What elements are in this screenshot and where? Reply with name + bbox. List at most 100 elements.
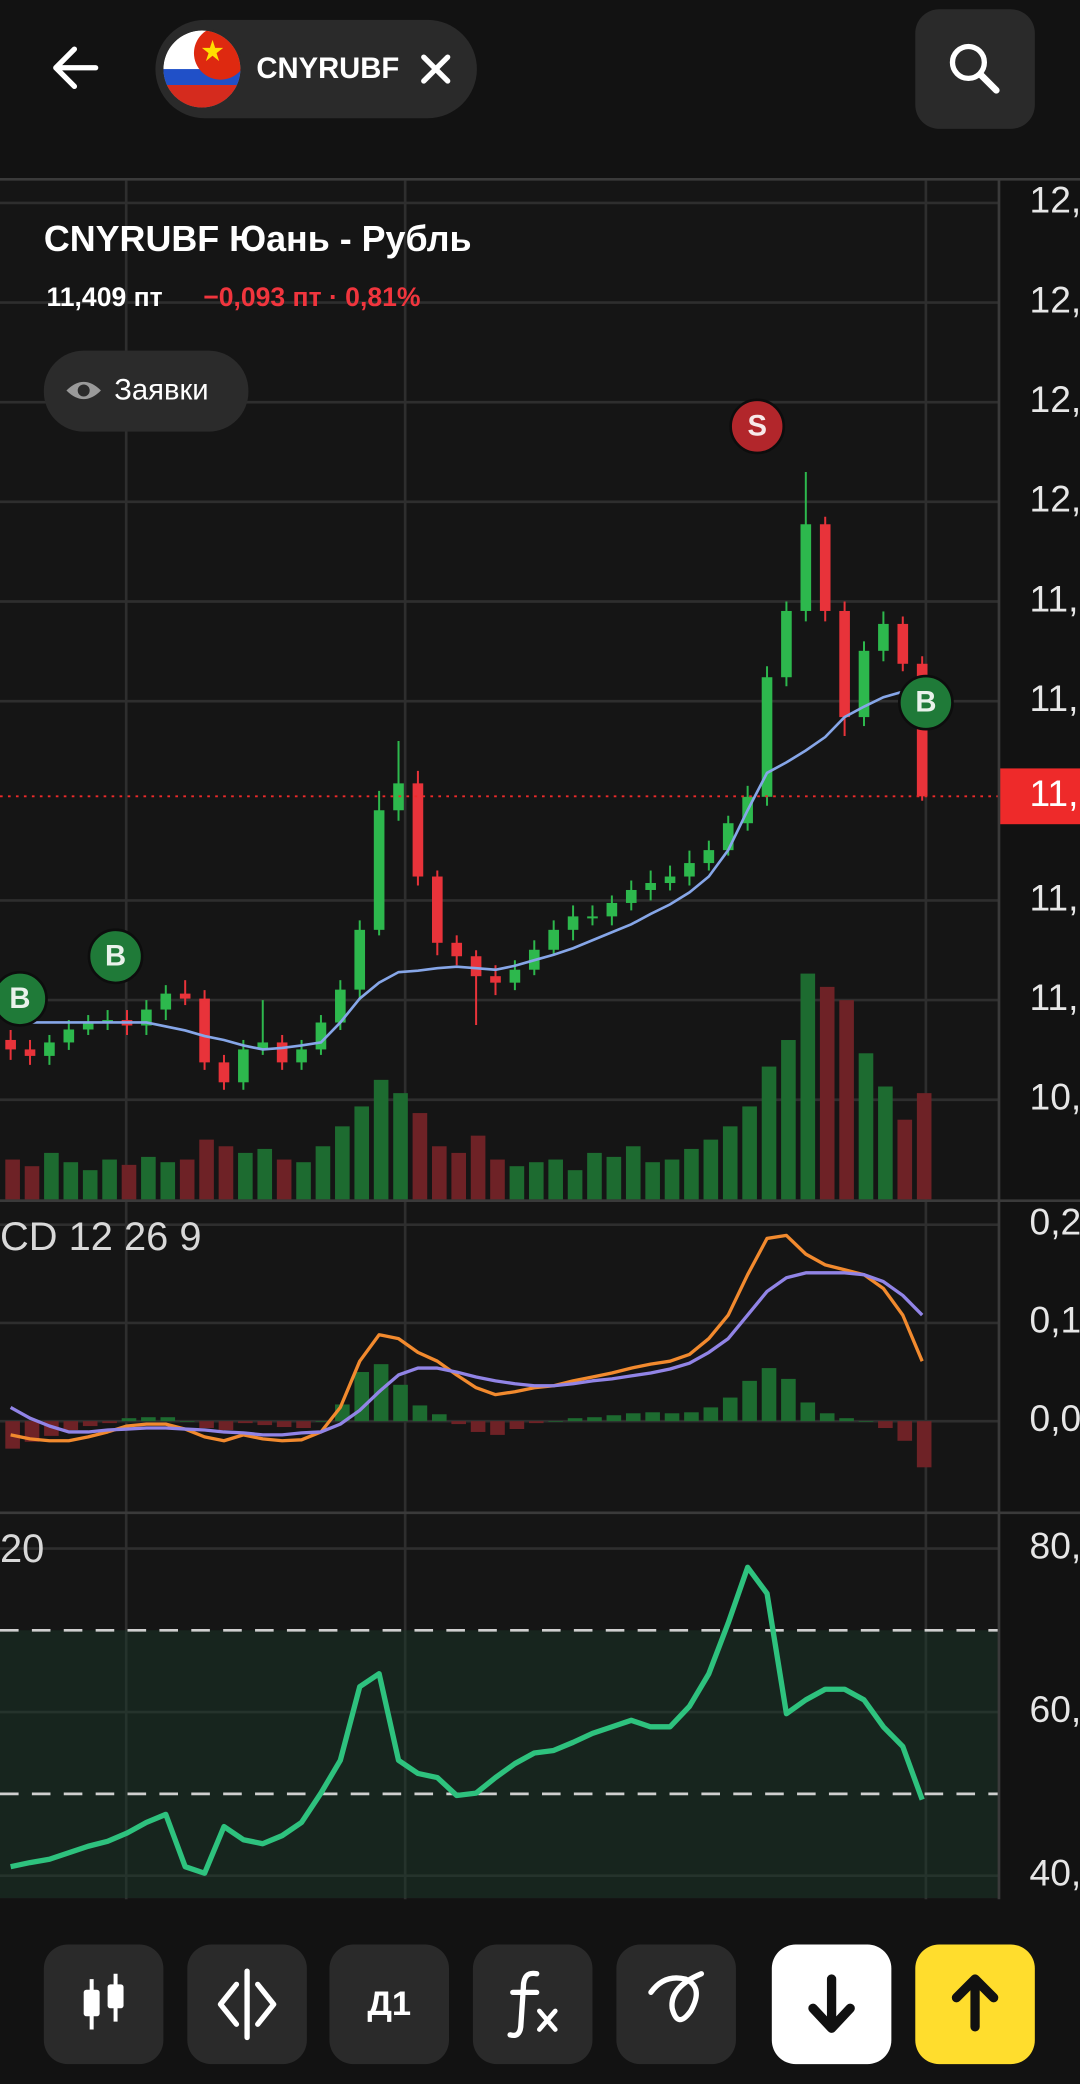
candle-body	[897, 623, 909, 664]
last-price-label: 11,	[1030, 772, 1079, 814]
volume-bar	[858, 1053, 874, 1200]
trade-marker	[898, 674, 954, 731]
volume-bar	[354, 1106, 370, 1200]
y-tick-label: 0,2	[1030, 1200, 1080, 1242]
volume-bar	[490, 1159, 505, 1200]
volume-bar	[276, 1159, 292, 1200]
volume-bar	[218, 1146, 234, 1200]
histogram-bar	[528, 1421, 544, 1424]
price: 11,409 пт	[46, 282, 162, 312]
candle-body	[587, 916, 598, 919]
candle-body	[218, 1062, 230, 1083]
candle-body	[24, 1049, 36, 1056]
volume-bar	[664, 1159, 680, 1200]
volume-bar	[451, 1152, 467, 1200]
fx-icon	[507, 1970, 540, 2039]
volume-bar	[800, 973, 816, 1200]
orders-button[interactable]	[43, 350, 249, 432]
histogram-bar	[238, 1421, 253, 1424]
trade-marker-label: B	[105, 940, 126, 972]
histogram-bar	[470, 1421, 486, 1432]
histogram-bar	[567, 1418, 583, 1422]
candle-body	[257, 1042, 269, 1050]
histogram-bar	[839, 1418, 854, 1422]
header: CNYRUBF	[53, 9, 1035, 129]
volume-bar	[781, 1040, 796, 1200]
y-tick-label: 11,	[1030, 677, 1079, 719]
volume-bar	[548, 1159, 563, 1200]
histogram-bar	[315, 1421, 331, 1422]
histogram-bar	[742, 1380, 757, 1422]
histogram-bar	[412, 1405, 428, 1422]
volume-bar	[897, 1119, 913, 1200]
candle-body	[160, 993, 172, 1010]
volume-bar	[839, 1000, 854, 1200]
drawing-button[interactable]	[616, 1944, 736, 2065]
histogram-bar	[160, 1417, 176, 1422]
toolbar: Д1	[0, 1899, 1080, 2084]
candle-body	[44, 1042, 55, 1056]
orders-label: Заявки	[114, 375, 208, 407]
indicator-line	[10, 1564, 925, 1876]
trade-marker-label: B	[9, 983, 30, 1015]
volume-bar	[819, 986, 835, 1200]
histogram-bar	[819, 1413, 835, 1422]
candles-icon	[83, 1973, 124, 2030]
histogram-bar	[761, 1368, 777, 1422]
volume-bar	[742, 1106, 757, 1200]
candle-body	[276, 1042, 288, 1063]
chart-type-button[interactable]	[43, 1944, 164, 2065]
axis: 12, 12, 12, 12, 11, 11, 11, 11, 10, 11, B B S B 0,2 0,1…	[0, 179, 1080, 1893]
ticker-chip[interactable]	[155, 19, 477, 119]
candle-body	[490, 976, 501, 983]
flag-icon	[163, 30, 241, 108]
histogram-bar	[800, 1402, 816, 1422]
candle-body	[781, 610, 792, 678]
histogram-bar	[24, 1421, 40, 1442]
histogram-bar	[684, 1412, 699, 1422]
trade-marker	[0, 970, 48, 1027]
volume-bar	[373, 1079, 389, 1200]
plot	[0, 471, 999, 1899]
candle-body	[199, 998, 210, 1063]
volume-bar	[878, 1086, 893, 1200]
search-button[interactable]	[915, 9, 1035, 129]
candle-body	[315, 1022, 327, 1050]
timeframe-button[interactable]	[329, 1944, 450, 2065]
back-button[interactable]	[53, 46, 99, 89]
candle-body	[63, 1029, 75, 1043]
volume-bar	[160, 1162, 176, 1200]
indicators-button[interactable]	[472, 1944, 593, 2065]
indicator-line	[9, 1271, 924, 1437]
y-tick-label: 60,	[1030, 1688, 1080, 1730]
instrument-info: CNYRUBF Юань - Рубль 11,409 пт −0,093 пт…	[43, 219, 472, 432]
histogram-bar	[141, 1417, 156, 1422]
candle-body	[567, 916, 579, 930]
volume-bar	[179, 1159, 195, 1200]
histogram-bar	[664, 1413, 680, 1422]
volume-bar	[63, 1162, 79, 1200]
candle-body	[412, 783, 424, 877]
volume-bar	[761, 1066, 777, 1200]
histogram-bar	[102, 1421, 117, 1424]
instrument-title: CNYRUBF Юань - Рубль	[44, 219, 472, 259]
volume-bar	[141, 1156, 156, 1200]
volume-bar	[645, 1162, 660, 1200]
moving-average	[10, 690, 923, 1051]
candle-body	[548, 929, 559, 950]
volume-bar	[722, 1126, 738, 1200]
indicator-title: 20	[0, 1527, 44, 1571]
histogram-bar	[296, 1421, 311, 1429]
candle-body	[858, 650, 870, 718]
histogram-bar	[373, 1364, 389, 1422]
volume-bar	[509, 1166, 525, 1200]
close-button[interactable]	[421, 54, 451, 84]
trade-marker	[87, 928, 144, 985]
indicator-title: CD 12 26 9	[0, 1215, 201, 1259]
candle-body	[432, 876, 443, 943]
histogram-bar	[703, 1407, 719, 1422]
y-tick-label: 12,	[1030, 179, 1080, 221]
candle-body	[606, 902, 618, 917]
y-tick-label: 11,	[1030, 876, 1079, 918]
